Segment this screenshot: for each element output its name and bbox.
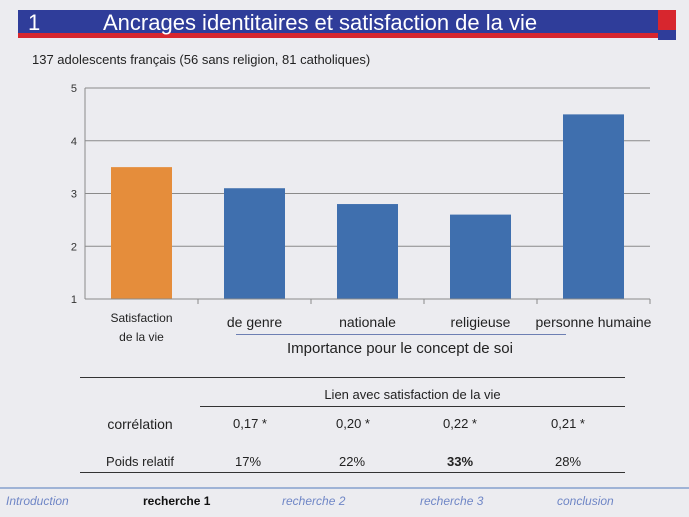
title-corner-red — [658, 10, 676, 30]
nav-recherche-2[interactable]: recherche 2 — [282, 494, 346, 508]
y-tick-label: 2 — [71, 241, 77, 253]
y-tick-label: 5 — [71, 83, 77, 95]
slide-subtitle: 137 adolescents français (56 sans religi… — [32, 52, 371, 67]
bar-de-genre — [224, 188, 285, 299]
bar-satisfaction-de-la-vie — [111, 167, 172, 299]
nav-recherche-3[interactable]: recherche 3 — [420, 494, 484, 508]
poids-nationale: 22% — [338, 454, 366, 469]
correlation-religieuse: 0,22 * — [443, 416, 477, 431]
nav-recherche-1[interactable]: recherche 1 — [143, 494, 211, 508]
poids-genre: 17% — [234, 454, 262, 469]
nav-introduction[interactable]: Introduction — [6, 494, 69, 508]
table-header: Lien avec satisfaction de la vie — [324, 387, 501, 402]
footer-divider — [0, 487, 689, 489]
row-label-poids-relatif: Poids relatif — [106, 454, 174, 469]
slide-number: 1 — [28, 10, 41, 35]
title-red-stripe — [18, 33, 658, 38]
correlation-nationale: 0,20 * — [336, 416, 370, 431]
table-bottom-rule — [80, 472, 625, 473]
title-bar: 1 Ancrages identitaires et satisfaction … — [18, 10, 658, 38]
y-tick-label: 1 — [71, 294, 77, 306]
x-category-label: de la vie — [119, 330, 164, 344]
slide-title: Ancrages identitaires et satisfaction de… — [103, 10, 538, 35]
x-category-label: de genre — [227, 314, 282, 330]
correlation-genre: 0,17 * — [233, 416, 267, 431]
x-category-label: nationale — [339, 314, 396, 330]
x-category-label: personne humaine — [536, 314, 652, 330]
correlation-personne-humaine: 0,21 * — [551, 416, 585, 431]
title-corner-blue — [658, 30, 676, 40]
y-tick-label: 3 — [71, 189, 77, 201]
row-label-correlation: corrélation — [107, 416, 173, 432]
bar-nationale — [337, 204, 398, 299]
y-tick-label: 4 — [71, 136, 77, 148]
bar-personne-humaine — [563, 114, 624, 299]
bar-religieuse — [450, 214, 511, 299]
x-category-label: Satisfaction — [110, 311, 172, 325]
table-top-rule — [80, 377, 625, 378]
group-axis-label: Importance pour le concept de soi — [287, 340, 513, 357]
group-axis-line — [236, 334, 566, 335]
x-category-label: religieuse — [451, 314, 511, 330]
table-header-rule — [200, 406, 625, 407]
poids-personne-humaine: 28% — [554, 454, 582, 469]
bar-chart: 1 2 3 4 5 Satisfaction de la vie de genre nation… — [71, 83, 652, 344]
nav-conclusion[interactable]: conclusion — [557, 494, 614, 508]
poids-religieuse: 33% — [446, 454, 474, 469]
